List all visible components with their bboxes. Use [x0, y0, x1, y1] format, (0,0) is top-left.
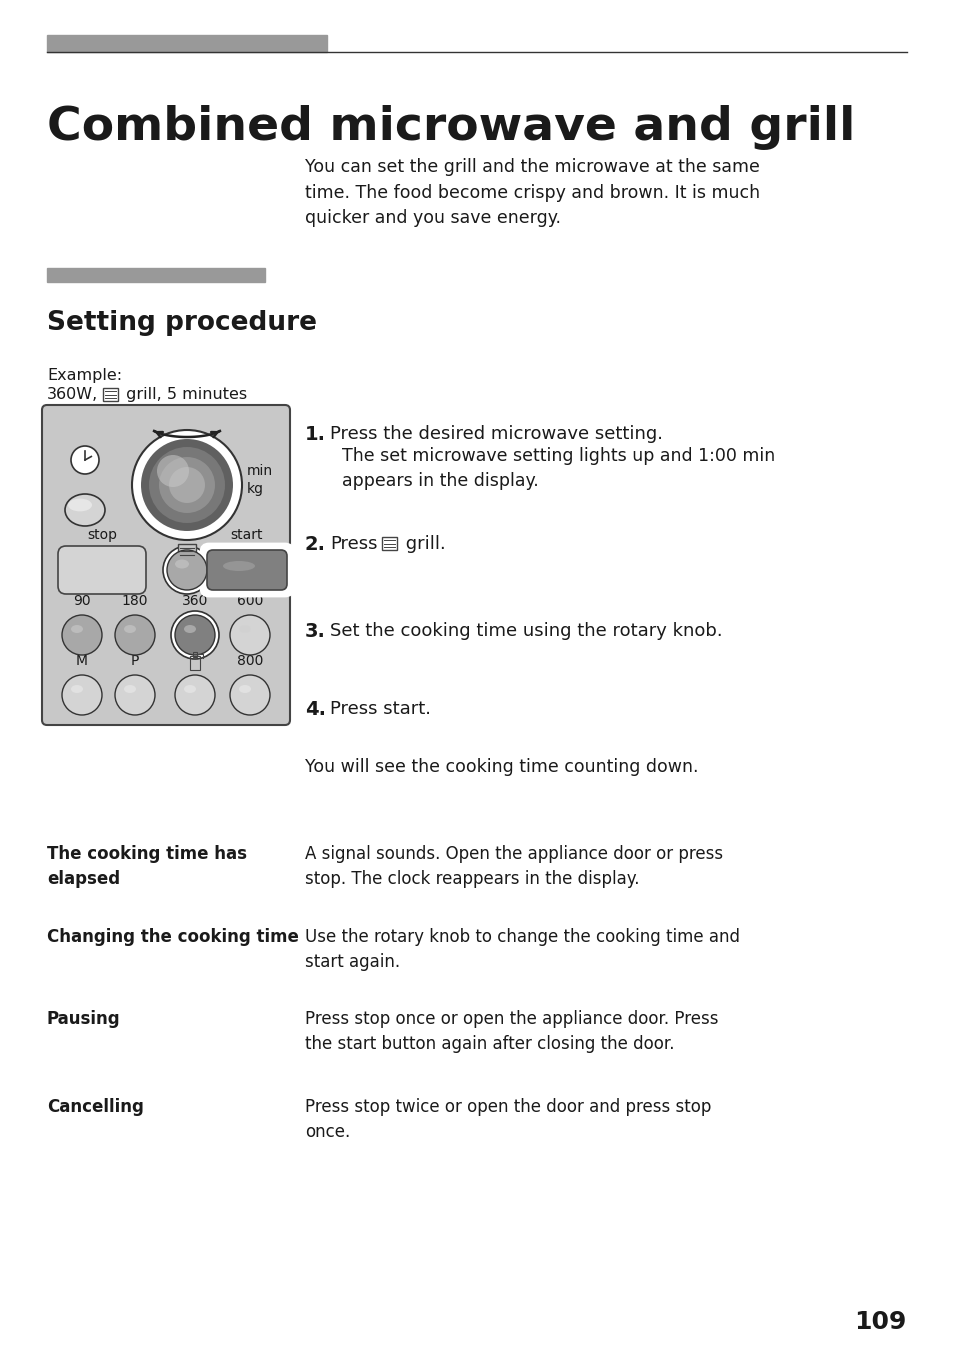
FancyBboxPatch shape	[207, 550, 287, 589]
Text: P: P	[131, 654, 139, 668]
Text: min
kg: min kg	[247, 464, 273, 496]
Text: The set microwave setting lights up and 1:00 min
appears in the display.: The set microwave setting lights up and …	[341, 448, 775, 489]
Text: The cooking time has
elapsed: The cooking time has elapsed	[47, 845, 247, 888]
Ellipse shape	[71, 685, 83, 694]
FancyBboxPatch shape	[42, 406, 290, 725]
Bar	[190, 656, 200, 671]
Text: Set the cooking time using the rotary knob.: Set the cooking time using the rotary kn…	[330, 622, 721, 639]
Circle shape	[115, 675, 154, 715]
Circle shape	[167, 550, 207, 589]
Ellipse shape	[184, 685, 195, 694]
Circle shape	[62, 675, 102, 715]
Text: Use the rotary knob to change the cooking time and
start again.: Use the rotary knob to change the cookin…	[305, 927, 740, 971]
Circle shape	[230, 675, 270, 715]
Ellipse shape	[239, 685, 251, 694]
Text: Combined microwave and grill: Combined microwave and grill	[47, 105, 855, 150]
Bar	[381, 537, 396, 550]
Text: Press stop twice or open the door and press stop
once.: Press stop twice or open the door and pr…	[305, 1098, 711, 1141]
Text: 90: 90	[73, 594, 91, 608]
Text: 360W,: 360W,	[47, 387, 98, 402]
Circle shape	[115, 615, 154, 654]
FancyBboxPatch shape	[58, 546, 146, 594]
Text: 800: 800	[236, 654, 263, 668]
Circle shape	[159, 457, 214, 512]
Text: M: M	[76, 654, 88, 668]
Ellipse shape	[71, 625, 83, 633]
Ellipse shape	[124, 625, 136, 633]
Text: 109: 109	[854, 1310, 906, 1334]
Text: 4.: 4.	[305, 700, 326, 719]
Text: Press the desired microwave setting.: Press the desired microwave setting.	[330, 425, 662, 443]
Bar	[193, 652, 196, 657]
Text: Setting procedure: Setting procedure	[47, 310, 316, 337]
Bar	[47, 35, 327, 51]
Circle shape	[230, 615, 270, 654]
Text: 360: 360	[182, 594, 208, 608]
Bar	[178, 544, 195, 558]
Text: start: start	[231, 529, 263, 542]
Circle shape	[174, 615, 214, 654]
Circle shape	[157, 456, 189, 487]
Text: grill.: grill.	[399, 535, 445, 553]
Circle shape	[71, 446, 99, 475]
Text: stop: stop	[87, 529, 117, 542]
FancyBboxPatch shape	[201, 544, 293, 596]
Text: A signal sounds. Open the appliance door or press
stop. The clock reappears in t: A signal sounds. Open the appliance door…	[305, 845, 722, 888]
Circle shape	[62, 615, 102, 654]
Text: 600: 600	[236, 594, 263, 608]
Text: Pausing: Pausing	[47, 1010, 120, 1028]
Ellipse shape	[223, 561, 254, 571]
Circle shape	[141, 439, 233, 531]
Ellipse shape	[65, 493, 105, 526]
Circle shape	[132, 430, 242, 539]
Circle shape	[171, 611, 219, 658]
Text: grill, 5 minutes: grill, 5 minutes	[121, 387, 247, 402]
Bar	[47, 268, 265, 283]
Text: 3.: 3.	[305, 622, 326, 641]
Text: You will see the cooking time counting down.: You will see the cooking time counting d…	[305, 758, 698, 776]
Text: 2.: 2.	[305, 535, 326, 554]
Text: Cancelling: Cancelling	[47, 1098, 144, 1115]
Text: Press start.: Press start.	[330, 700, 431, 718]
Ellipse shape	[239, 625, 251, 633]
Text: 180: 180	[122, 594, 148, 608]
Text: Press: Press	[330, 535, 377, 553]
Text: 1.: 1.	[305, 425, 326, 443]
Circle shape	[169, 466, 205, 503]
Text: You can set the grill and the microwave at the same
time. The food become crispy: You can set the grill and the microwave …	[305, 158, 760, 227]
Ellipse shape	[68, 499, 91, 511]
Text: Press stop once or open the appliance door. Press
the start button again after c: Press stop once or open the appliance do…	[305, 1010, 718, 1053]
Bar	[103, 388, 118, 402]
Circle shape	[163, 546, 211, 594]
Ellipse shape	[124, 685, 136, 694]
Ellipse shape	[174, 560, 189, 568]
Text: Example:: Example:	[47, 368, 122, 383]
Circle shape	[174, 675, 214, 715]
Ellipse shape	[184, 625, 195, 633]
Circle shape	[149, 448, 225, 523]
Text: Changing the cooking time: Changing the cooking time	[47, 927, 298, 946]
